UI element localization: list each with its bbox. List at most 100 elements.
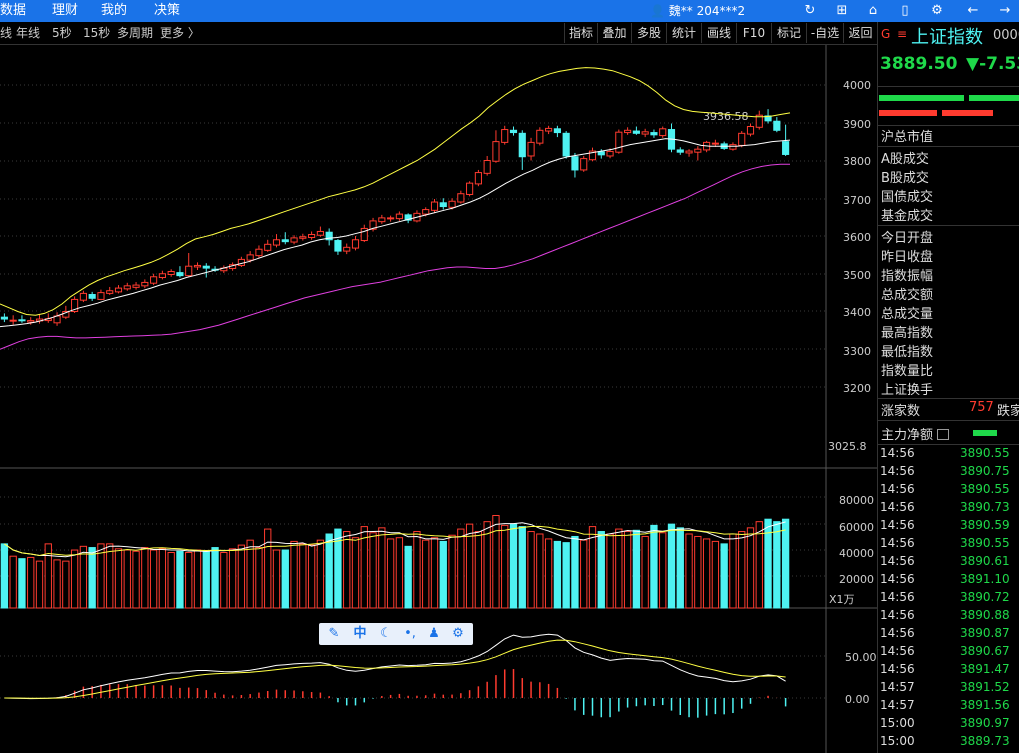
volume-bar [378,527,386,609]
volume-bar [35,560,44,609]
macd-dea-line [4,639,786,699]
candle-body [308,233,316,239]
volume-bar [606,533,614,609]
tick-time: 14:56 [880,446,915,460]
candles-group [0,109,790,326]
menu-finance[interactable]: 理财 [52,3,79,18]
period-15s[interactable]: 15秒 [83,26,111,40]
candle-body [114,287,123,293]
tick-time: 14:56 [880,572,915,586]
volume-bar [18,558,26,609]
volume-bar [623,531,632,609]
volume-axis-label: 20000 [839,573,874,586]
candle-body [430,201,439,211]
volume-bar [123,549,131,609]
indicator-toolbar: ✎ 中 ☾ •, ♟ ⚙ [319,623,473,645]
volume-bar [53,559,61,609]
volume-unit-label: X1万 [829,593,855,606]
period-more[interactable]: 更多 〉 [160,26,200,40]
candle-body [527,141,535,157]
user-info[interactable]: 👤 魏** 204***2 [650,0,745,22]
lang-switch[interactable]: 中 [353,626,367,641]
volume-bar [114,548,123,609]
candle-body [141,281,149,287]
candle-body [659,128,667,137]
period-line[interactable]: 线 [0,26,13,40]
volume-bar [0,543,9,609]
top-menu-bar: 数据 理财 我的 决策 👤 魏** 204***2 ↻ ⊞ ⌂ ▯ ⚙ ← → [0,0,1019,22]
moon-icon[interactable]: ☾ [380,626,392,641]
shirt-icon[interactable]: ⌂ [868,3,878,18]
volume-bar [255,547,263,609]
tick-price: 3890.87 [960,626,1010,640]
price-axis-label: 3500 [843,269,871,282]
menu-decision[interactable]: 决策 [154,3,181,18]
kline-chart[interactable]: 4000 3900 3800 3700 3600 3500 3400 3300 … [0,45,877,753]
user-name: 魏** [668,4,693,18]
period-multi[interactable]: 多周期 [117,26,154,40]
candle-body [334,240,342,252]
stat-volume-ratio: 指数量比 [881,364,934,379]
multi-stock-button[interactable]: 多股 [631,23,666,43]
volume-bar [588,526,597,609]
candle-body [88,294,96,299]
tick-price: 3890.75 [960,464,1010,478]
volume-bar [193,549,202,609]
menu-icon[interactable]: ≡ [897,27,908,41]
back-button[interactable]: 返回 [843,23,877,43]
edit-icon[interactable]: ✎ [328,626,340,641]
tick-time: 14:56 [880,590,915,604]
volume-bar [773,521,781,609]
price-axis-label: 3400 [843,306,871,319]
f10-button[interactable]: F10 [736,23,771,43]
stat-market-value: 沪总市值 [881,130,934,145]
candle-body [439,202,447,208]
volume-bar [264,528,272,609]
volume-bar [237,544,246,609]
candle-body [694,148,702,153]
volume-bar [272,549,281,609]
candle-body [272,239,281,246]
period-year[interactable]: 年线 [16,26,41,40]
layout-icon[interactable]: ⊞ [836,3,848,18]
tick-time: 14:56 [880,662,915,676]
gear-icon[interactable]: ⚙ [452,626,464,641]
volume-bar [62,560,70,609]
candle-body [501,129,509,143]
punctuation-icon[interactable]: •, [404,626,416,641]
phone-icon[interactable]: ▯ [901,3,909,18]
back-arrow-icon[interactable]: ← [967,3,979,18]
volume-bar [413,531,421,609]
volume-bar [246,539,254,609]
volume-bar [474,531,483,609]
overlay-button[interactable]: 叠加 [597,23,631,43]
volume-bar [44,543,52,609]
volume-bar [702,538,711,609]
volume-bar [615,528,623,609]
list-icon[interactable] [937,429,950,440]
draw-line-button[interactable]: 画线 [701,23,736,43]
main-flow-label: 主力净额 [881,424,950,443]
chart-area[interactable]: 4000 3900 3800 3700 3600 3500 3400 3300 … [0,45,877,753]
main-flow-text: 主力净额 [881,428,934,443]
menu-data[interactable]: 数据 [0,3,27,18]
stats-button[interactable]: 统计 [666,23,701,43]
volume-bar [220,552,228,609]
candle-body [106,290,114,294]
refresh-icon[interactable]: ↻ [804,3,816,18]
menu-mine[interactable]: 我的 [101,3,128,18]
tick-time: 14:56 [880,626,915,640]
period-5s[interactable]: 5秒 [52,26,72,40]
forward-arrow-icon[interactable]: → [999,3,1011,18]
volume-bar [676,527,684,609]
volume-bar [141,547,149,609]
volume-bar [27,556,35,609]
remove-watchlist-button[interactable]: -自选 [806,23,843,43]
mark-button[interactable]: 标记 [771,23,806,43]
indicator-button[interactable]: 指标 [564,23,597,43]
user-account: 204***2 [696,4,746,18]
settings-icon[interactable]: ⚙ [931,3,943,18]
person-icon[interactable]: ♟ [428,626,440,641]
tick-price: 3891.10 [960,572,1010,586]
volume-bar [167,552,175,609]
